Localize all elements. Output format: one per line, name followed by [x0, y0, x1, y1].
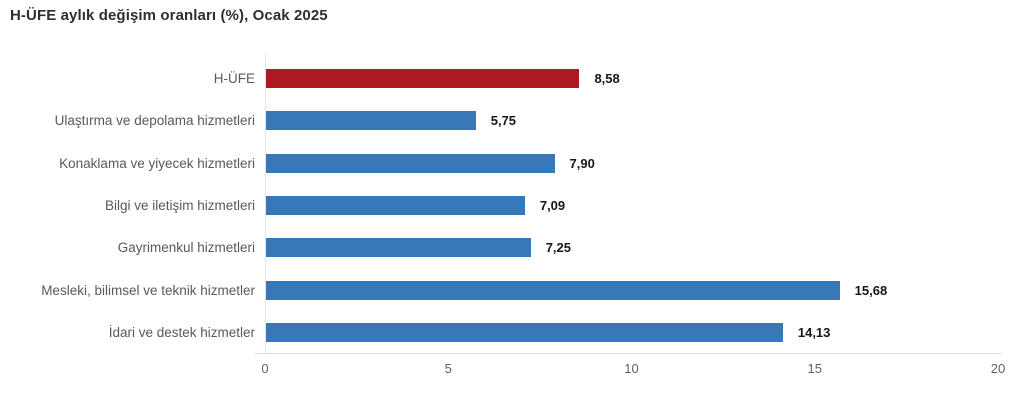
x-axis-line — [255, 353, 1002, 354]
value-label: 8,58 — [594, 70, 620, 86]
category-label: Konaklama ve yiyecek hizmetleri — [59, 155, 255, 171]
chart-row: Ulaştırma ve depolama hizmetleri 5,75 — [0, 99, 998, 141]
chart-row: İdari ve destek hizmetler 14,13 — [0, 312, 998, 354]
x-tick-label: 5 — [444, 361, 452, 376]
chart-row: H-ÜFE 8,58 — [0, 57, 998, 99]
value-label: 7,09 — [539, 197, 566, 213]
value-label: 14,13 — [797, 325, 831, 341]
value-label: 15,68 — [854, 282, 888, 298]
bar-chart: H-ÜFE 8,58 Ulaştırma ve depolama hizmetler… — [0, 54, 998, 354]
category-label: Bilgi ve iletişim hizmetleri — [104, 197, 255, 213]
x-axis: 0 5 10 15 20 — [261, 361, 1005, 381]
bar — [265, 68, 580, 88]
value-label: 7,25 — [545, 240, 572, 256]
value-label: 7,90 — [569, 155, 595, 171]
chart-row: Konaklama ve yiyecek hizmetleri 7,90 — [0, 142, 998, 184]
x-tick-label: 10 — [624, 361, 639, 376]
category-label: İdari ve destek hizmetler — [108, 325, 255, 341]
value-label: 5,75 — [490, 113, 517, 129]
category-label: Gayrimenkul hizmetleri — [117, 240, 255, 256]
chart-row: Gayrimenkul hizmetleri 7,25 — [0, 227, 998, 269]
bar — [265, 111, 476, 131]
bar — [265, 195, 525, 215]
category-label: Mesleki, bilimsel ve teknik hizmetler — [41, 282, 255, 298]
category-label: H-ÜFE — [213, 70, 255, 86]
bar-track: 8,58 — [265, 57, 998, 99]
bar-track: 7,09 — [265, 184, 998, 226]
bar — [265, 153, 555, 173]
category-label: Ulaştırma ve depolama hizmetleri — [54, 113, 255, 129]
bar — [265, 323, 783, 343]
x-tick-label: 20 — [990, 361, 1006, 376]
x-tick-label: 15 — [807, 361, 822, 376]
x-tick-label: 0 — [261, 361, 269, 376]
bar-track: 7,90 — [265, 142, 998, 184]
chart-row: Bilgi ve iletişim hizmetleri 7,09 — [0, 184, 998, 226]
chart-row: Mesleki, bilimsel ve teknik hizmetler 15,… — [0, 269, 998, 311]
bar — [265, 280, 840, 300]
chart-title: H-ÜFE aylık değişim oranları (%), Ocak 2… — [10, 7, 328, 24]
bar-track: 14,13 — [265, 312, 998, 354]
bar-track: 7,25 — [265, 227, 998, 269]
bar-track: 5,75 — [265, 99, 998, 141]
bar — [265, 238, 531, 258]
chart-rows: H-ÜFE 8,58 Ulaştırma ve depolama hizmetler… — [0, 57, 998, 354]
bar-track: 15,68 — [265, 269, 998, 311]
